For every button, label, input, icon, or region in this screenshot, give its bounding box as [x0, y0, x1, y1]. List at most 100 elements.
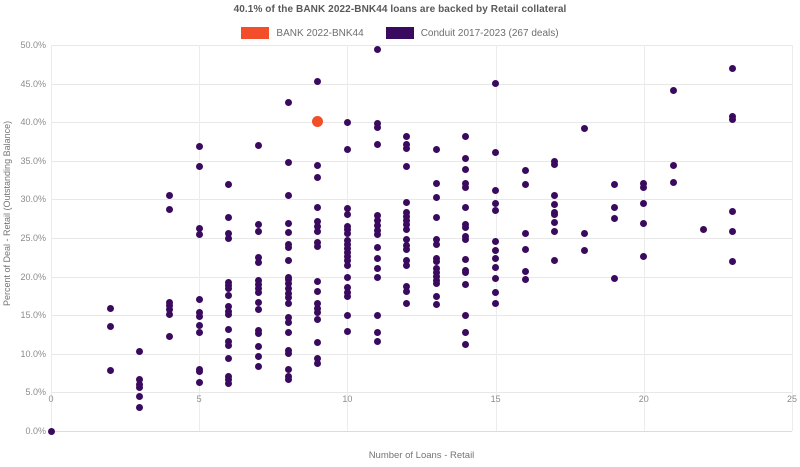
scatter-point-conduit[interactable]: [106, 304, 114, 312]
scatter-point-conduit[interactable]: [343, 226, 351, 233]
scatter-point-conduit[interactable]: [403, 162, 411, 170]
scatter-point-conduit[interactable]: [462, 223, 470, 231]
scatter-point-conduit[interactable]: [640, 253, 648, 261]
scatter-point-conduit[interactable]: [669, 87, 677, 95]
scatter-point-conduit[interactable]: [521, 229, 529, 237]
scatter-point-conduit[interactable]: [373, 212, 381, 220]
scatter-point-conduit[interactable]: [432, 280, 440, 288]
scatter-point-conduit[interactable]: [106, 366, 114, 374]
scatter-point-conduit[interactable]: [254, 305, 262, 313]
scatter-point-conduit[interactable]: [225, 341, 233, 349]
scatter-point-conduit[interactable]: [166, 205, 174, 213]
scatter-point-conduit[interactable]: [284, 276, 292, 284]
scatter-point-conduit[interactable]: [136, 384, 144, 392]
scatter-point-conduit[interactable]: [225, 291, 233, 299]
scatter-point-conduit[interactable]: [225, 379, 233, 387]
scatter-point-conduit[interactable]: [581, 124, 589, 132]
scatter-point-conduit[interactable]: [432, 236, 440, 244]
scatter-point-conduit[interactable]: [581, 246, 589, 254]
scatter-point-conduit[interactable]: [403, 236, 411, 244]
scatter-point-conduit[interactable]: [343, 311, 351, 319]
scatter-point-conduit[interactable]: [314, 277, 322, 285]
scatter-point-conduit[interactable]: [284, 314, 292, 322]
scatter-point-conduit[interactable]: [314, 287, 322, 295]
scatter-point-conduit[interactable]: [343, 327, 351, 335]
scatter-point-conduit[interactable]: [432, 240, 440, 248]
scatter-point-conduit[interactable]: [225, 284, 233, 292]
scatter-point-conduit[interactable]: [284, 365, 292, 373]
scatter-point-conduit[interactable]: [166, 298, 174, 306]
scatter-point-conduit[interactable]: [492, 300, 500, 308]
scatter-point-conduit[interactable]: [729, 258, 737, 266]
scatter-point-conduit[interactable]: [432, 265, 440, 273]
scatter-point-conduit[interactable]: [403, 256, 411, 264]
scatter-point-bank[interactable]: [312, 115, 324, 127]
scatter-point-conduit[interactable]: [343, 240, 351, 248]
scatter-point-conduit[interactable]: [492, 275, 500, 283]
scatter-point-conduit[interactable]: [462, 165, 470, 173]
scatter-point-conduit[interactable]: [432, 146, 440, 154]
scatter-point-conduit[interactable]: [492, 246, 500, 254]
scatter-point-conduit[interactable]: [343, 229, 351, 237]
scatter-point-conduit[interactable]: [492, 237, 500, 245]
scatter-point-conduit[interactable]: [521, 267, 529, 275]
scatter-point-conduit[interactable]: [195, 309, 203, 317]
scatter-point-conduit[interactable]: [373, 226, 381, 234]
scatter-point-conduit[interactable]: [225, 310, 233, 318]
scatter-point-conduit[interactable]: [284, 256, 292, 264]
scatter-point-conduit[interactable]: [136, 392, 144, 400]
scatter-point-conduit[interactable]: [343, 205, 351, 213]
scatter-point-conduit[interactable]: [314, 309, 322, 317]
scatter-point-conduit[interactable]: [314, 173, 322, 181]
scatter-point-conduit[interactable]: [254, 220, 262, 228]
scatter-point-conduit[interactable]: [195, 225, 203, 233]
scatter-point-conduit[interactable]: [314, 203, 322, 211]
scatter-point-conduit[interactable]: [254, 353, 262, 361]
scatter-point-conduit[interactable]: [314, 239, 322, 247]
scatter-point-conduit[interactable]: [254, 298, 262, 306]
scatter-point-conduit[interactable]: [284, 219, 292, 227]
scatter-point-conduit[interactable]: [284, 192, 292, 200]
scatter-point-conduit[interactable]: [403, 261, 411, 269]
scatter-point-conduit[interactable]: [136, 403, 144, 411]
scatter-point-conduit[interactable]: [225, 229, 233, 237]
scatter-point-conduit[interactable]: [343, 256, 351, 264]
scatter-point-conduit[interactable]: [462, 311, 470, 319]
scatter-point-conduit[interactable]: [343, 288, 351, 296]
scatter-point-conduit[interactable]: [284, 99, 292, 107]
scatter-point-conduit[interactable]: [729, 65, 737, 73]
scatter-point-conduit[interactable]: [254, 253, 262, 261]
scatter-point-conduit[interactable]: [195, 368, 203, 376]
scatter-point-conduit[interactable]: [403, 141, 411, 149]
scatter-point-conduit[interactable]: [195, 296, 203, 304]
scatter-point-conduit[interactable]: [314, 339, 322, 347]
scatter-point-conduit[interactable]: [343, 261, 351, 269]
scatter-point-conduit[interactable]: [195, 329, 203, 337]
scatter-point-conduit[interactable]: [343, 293, 351, 301]
scatter-point-conduit[interactable]: [521, 181, 529, 189]
scatter-point-conduit[interactable]: [225, 181, 233, 189]
scatter-point-conduit[interactable]: [432, 180, 440, 188]
scatter-point-conduit[interactable]: [343, 253, 351, 261]
scatter-point-conduit[interactable]: [373, 230, 381, 238]
scatter-point-conduit[interactable]: [462, 154, 470, 162]
scatter-point-conduit[interactable]: [195, 378, 203, 386]
scatter-point-conduit[interactable]: [373, 120, 381, 128]
scatter-point-conduit[interactable]: [343, 283, 351, 291]
scatter-point-conduit[interactable]: [314, 77, 322, 85]
scatter-point-conduit[interactable]: [551, 211, 559, 219]
scatter-point-conduit[interactable]: [314, 359, 322, 367]
scatter-point-conduit[interactable]: [492, 206, 500, 214]
scatter-point-conduit[interactable]: [462, 280, 470, 288]
legend-item-bank[interactable]: BANK 2022-BNK44: [241, 27, 364, 39]
scatter-point-conduit[interactable]: [314, 315, 322, 323]
scatter-point-conduit[interactable]: [195, 313, 203, 321]
scatter-point-conduit[interactable]: [403, 216, 411, 224]
scatter-point-conduit[interactable]: [47, 427, 55, 435]
scatter-point-conduit[interactable]: [432, 273, 440, 281]
scatter-point-conduit[interactable]: [403, 144, 411, 152]
scatter-point-conduit[interactable]: [551, 228, 559, 236]
scatter-point-conduit[interactable]: [462, 236, 470, 244]
scatter-point-conduit[interactable]: [492, 80, 500, 88]
scatter-point-conduit[interactable]: [166, 305, 174, 313]
